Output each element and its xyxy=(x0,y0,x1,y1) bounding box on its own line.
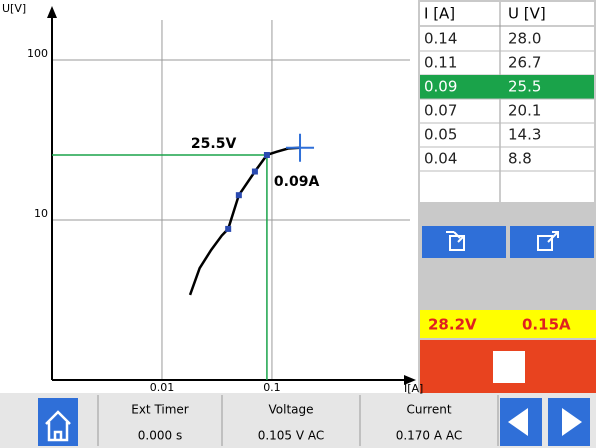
selected-row xyxy=(420,75,594,99)
table-cell: 0.04 xyxy=(424,150,457,168)
table-cell: 0.14 xyxy=(424,30,457,48)
status-value: 0.105 V AC xyxy=(258,429,325,443)
x-axis-arrow xyxy=(404,375,416,385)
x-tick-label: 0.01 xyxy=(150,381,175,394)
table-cell: 8.8 xyxy=(508,150,532,168)
table-cell: 0.07 xyxy=(424,102,457,120)
stop-icon xyxy=(493,351,525,383)
status-label: Voltage xyxy=(268,403,313,417)
x-tick-label: 0.1 xyxy=(263,381,281,394)
status-value: 0.000 s xyxy=(138,429,182,443)
point-marker xyxy=(225,225,232,232)
x-axis-label: I[A] xyxy=(404,382,423,395)
readout-voltage: 28.2V xyxy=(428,316,477,334)
import-icon xyxy=(446,231,465,251)
status-label: Current xyxy=(406,403,451,417)
table-cell: 28.0 xyxy=(508,30,541,48)
export-icon xyxy=(537,231,559,251)
readout-bg xyxy=(420,310,596,338)
prev-icon xyxy=(508,408,528,436)
table-cell: 0.05 xyxy=(424,126,457,144)
status-bar xyxy=(0,393,596,448)
table-cell: 0.09 xyxy=(424,78,457,96)
status-label: Ext Timer xyxy=(131,403,189,417)
point-marker xyxy=(235,192,242,199)
table-cell: 26.7 xyxy=(508,54,541,72)
y-tick-label: 10 xyxy=(34,207,48,220)
chart-bg xyxy=(0,0,418,393)
next-icon xyxy=(562,408,582,436)
point-marker xyxy=(263,151,270,158)
readout-current: 0.15A xyxy=(522,316,571,334)
table-header: I [A] xyxy=(424,5,455,23)
table-header: U [V] xyxy=(508,5,546,23)
table-cell: 25.5 xyxy=(508,78,541,96)
table-cell: 0.11 xyxy=(424,54,457,72)
table-cell: 14.3 xyxy=(508,126,541,144)
end-crosshair xyxy=(286,133,315,162)
table-cell: 20.1 xyxy=(508,102,541,120)
y-axis-label: U[V] xyxy=(2,2,26,15)
table-bg xyxy=(420,2,594,202)
status-value: 0.170 A AC xyxy=(396,429,463,443)
cursor-x-label: 0.09A xyxy=(274,174,320,190)
cursor-y-label: 25.5V xyxy=(191,136,237,152)
point-marker xyxy=(251,168,258,175)
home-button[interactable] xyxy=(38,398,78,446)
y-tick-label: 100 xyxy=(27,47,48,60)
home-icon xyxy=(45,410,71,442)
y-axis-arrow xyxy=(47,6,57,18)
